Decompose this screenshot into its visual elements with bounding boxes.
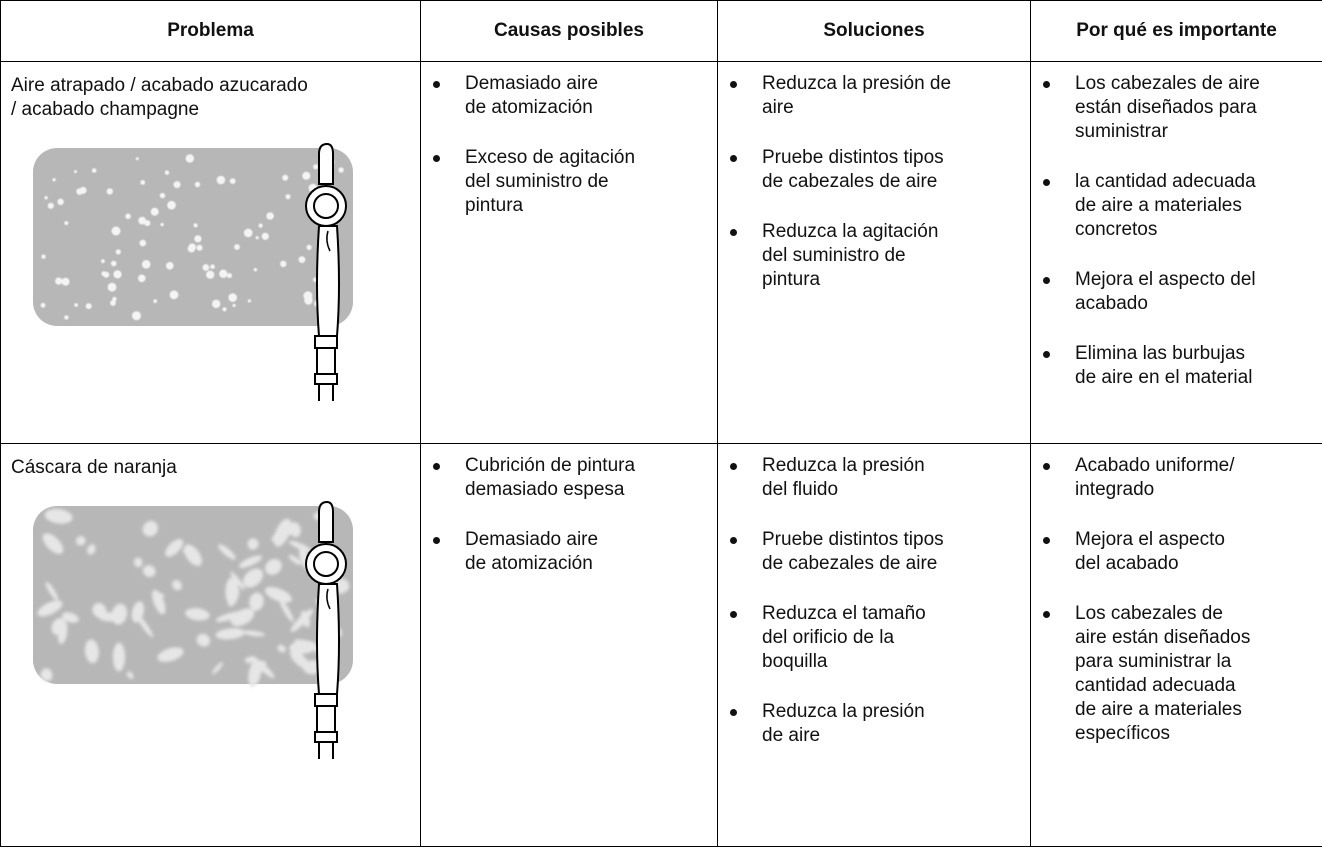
bullet-text: Mejora el aspecto del acabado bbox=[1075, 529, 1225, 574]
bullet-marker bbox=[1031, 454, 1075, 502]
column-header: Por qué es importante bbox=[1030, 0, 1322, 62]
column-header: Soluciones bbox=[717, 0, 1031, 62]
header-row: Problema Causas posibles Soluciones Por qué… bbox=[0, 0, 1322, 62]
bullet-item: la cantidad adecuada de aire a materiale… bbox=[1031, 170, 1316, 242]
bullet-item: Mejora el aspecto del acabado bbox=[1031, 528, 1316, 576]
bullet-marker bbox=[718, 220, 762, 292]
problem-cell: Aire atrapado / acabado azucarado / acab… bbox=[0, 61, 421, 444]
causes-cell: Cubrición de pintura demasiado espesa Dem… bbox=[420, 443, 718, 847]
solutions-list: Reduzca la presión de aire Pruebe distint… bbox=[718, 62, 1030, 292]
bullet-item: Los cabezales de aire están diseñados pa… bbox=[1031, 602, 1316, 746]
bullet-item: Reduzca el tamaño del orificio de la boq… bbox=[718, 602, 1024, 674]
importance-list: Los cabezales de aire están diseñados pa… bbox=[1031, 62, 1322, 390]
problem-cell: Cáscara de naranja bbox=[0, 443, 421, 847]
bullet-marker bbox=[718, 528, 762, 576]
importance-cell: Acabado uniforme/ integrado Mejora el asp… bbox=[1030, 443, 1322, 847]
bullet-item: Elimina las burbujas de aire en el mater… bbox=[1031, 342, 1316, 390]
table-row: Cáscara de naranja Cubrición de pintura … bbox=[0, 443, 1322, 847]
bullet-text: Los cabezales de aire están diseñados pa… bbox=[1075, 603, 1251, 744]
bullet-text: Pruebe distintos tipos de cabezales de a… bbox=[762, 529, 944, 574]
bullet-text: Mejora el aspecto del acabado bbox=[1075, 269, 1256, 314]
causes-list: Cubrición de pintura demasiado espesa Dem… bbox=[421, 444, 717, 576]
bullet-text: Reduzca la presión de aire bbox=[762, 73, 952, 118]
column-header: Causas posibles bbox=[420, 0, 718, 62]
bullet-text: Demasiado aire de atomización bbox=[465, 73, 599, 118]
bullet-marker bbox=[718, 602, 762, 674]
bullet-marker bbox=[1031, 342, 1075, 390]
bullet-marker bbox=[718, 700, 762, 748]
bullet-marker bbox=[718, 72, 762, 120]
bullet-item: Reduzca la agitación del suministro de p… bbox=[718, 220, 1024, 292]
bullet-marker bbox=[718, 454, 762, 502]
causes-list: Demasiado aire de atomización Exceso de a… bbox=[421, 62, 717, 218]
bullet-item: Pruebe distintos tipos de cabezales de a… bbox=[718, 528, 1024, 576]
bullet-item: Reduzca la presión del fluido bbox=[718, 454, 1024, 502]
bullet-text: Cubrición de pintura demasiado espesa bbox=[465, 455, 636, 500]
bullet-item: Demasiado aire de atomización bbox=[421, 528, 711, 576]
bullet-item: Mejora el aspecto del acabado bbox=[1031, 268, 1316, 316]
bullet-marker bbox=[1031, 72, 1075, 144]
table-body: Aire atrapado / acabado azucarado / acab… bbox=[0, 61, 1322, 847]
bullet-text: Reduzca la presión del fluido bbox=[762, 455, 925, 500]
bullet-text: Elimina las burbujas de aire en el mater… bbox=[1075, 343, 1253, 388]
solutions-cell: Reduzca la presión del fluido Pruebe dist… bbox=[717, 443, 1031, 847]
importance-cell: Los cabezales de aire están diseñados pa… bbox=[1030, 61, 1322, 444]
bullet-marker bbox=[1031, 268, 1075, 316]
bullet-text: Demasiado aire de atomización bbox=[465, 529, 599, 574]
bullet-marker bbox=[421, 528, 465, 576]
defect-illustration bbox=[33, 142, 353, 401]
bullet-marker bbox=[718, 146, 762, 194]
bullet-item: Pruebe distintos tipos de cabezales de a… bbox=[718, 146, 1024, 194]
bullet-text: Pruebe distintos tipos de cabezales de a… bbox=[762, 147, 944, 192]
bullet-marker bbox=[1031, 170, 1075, 242]
bullet-item: Acabado uniforme/ integrado bbox=[1031, 454, 1316, 502]
problem-text: Cáscara de naranja bbox=[11, 457, 177, 478]
bullet-text: Reduzca la agitación del suministro de p… bbox=[762, 221, 939, 290]
problem-text: Aire atrapado / acabado azucarado / acab… bbox=[11, 75, 308, 120]
bullet-item: Reduzca la presión de aire bbox=[718, 700, 1024, 748]
bullet-text: Acabado uniforme/ integrado bbox=[1075, 455, 1235, 500]
bullet-item: Los cabezales de aire están diseñados pa… bbox=[1031, 72, 1316, 144]
defect-illustration bbox=[33, 500, 353, 759]
importance-list: Acabado uniforme/ integrado Mejora el asp… bbox=[1031, 444, 1322, 746]
solutions-cell: Reduzca la presión de aire Pruebe distint… bbox=[717, 61, 1031, 444]
bullet-text: Reduzca la presión de aire bbox=[762, 701, 925, 746]
bullet-marker bbox=[421, 72, 465, 120]
column-header: Problema bbox=[0, 0, 421, 62]
bullet-marker bbox=[1031, 602, 1075, 746]
bullet-marker bbox=[421, 454, 465, 502]
bullet-item: Exceso de agitación del suministro de pi… bbox=[421, 146, 711, 218]
bullet-text: Los cabezales de aire están diseñados pa… bbox=[1075, 73, 1260, 142]
bullet-text: Exceso de agitación del suministro de pi… bbox=[465, 147, 636, 216]
causes-cell: Demasiado aire de atomización Exceso de a… bbox=[420, 61, 718, 444]
bullet-marker bbox=[421, 146, 465, 218]
bullet-item: Cubrición de pintura demasiado espesa bbox=[421, 454, 711, 502]
bullet-text: Reduzca el tamaño del orificio de la boq… bbox=[762, 603, 926, 672]
bullet-marker bbox=[1031, 528, 1075, 576]
bullet-item: Reduzca la presión de aire bbox=[718, 72, 1024, 120]
bullet-text: la cantidad adecuada de aire a materiale… bbox=[1075, 171, 1256, 240]
bullet-item: Demasiado aire de atomización bbox=[421, 72, 711, 120]
solutions-list: Reduzca la presión del fluido Pruebe dist… bbox=[718, 444, 1030, 748]
table-row: Aire atrapado / acabado azucarado / acab… bbox=[0, 61, 1322, 444]
